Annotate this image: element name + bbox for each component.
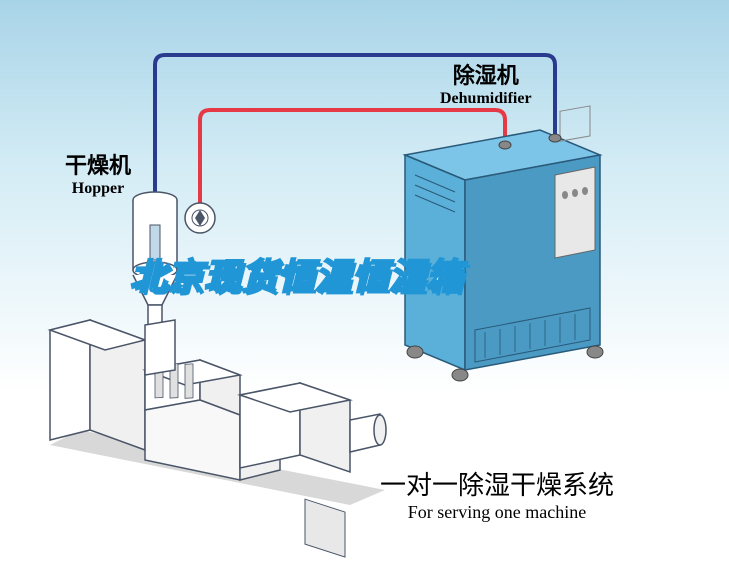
hopper-label: 干燥机 Hopper xyxy=(65,148,131,198)
watermark-text: 北京现货恒温恒湿箱 xyxy=(130,248,463,300)
system-title-en: For serving one machine xyxy=(380,502,614,523)
dehumidifier-label-cn: 除湿机 xyxy=(440,58,532,90)
dehumidifier-label-en: Dehumidifier xyxy=(440,90,532,108)
hopper-label-en: Hopper xyxy=(65,180,131,198)
hopper-label-cn: 干燥机 xyxy=(65,148,131,180)
dehumidifier-unit xyxy=(405,106,603,381)
system-title-cn: 一对一除湿干燥系统 xyxy=(380,465,614,502)
extruder-machine xyxy=(50,320,386,557)
system-title: 一对一除湿干燥系统 For serving one machine xyxy=(380,465,614,523)
dehumidifier-label: 除湿机 Dehumidifier xyxy=(440,58,532,108)
